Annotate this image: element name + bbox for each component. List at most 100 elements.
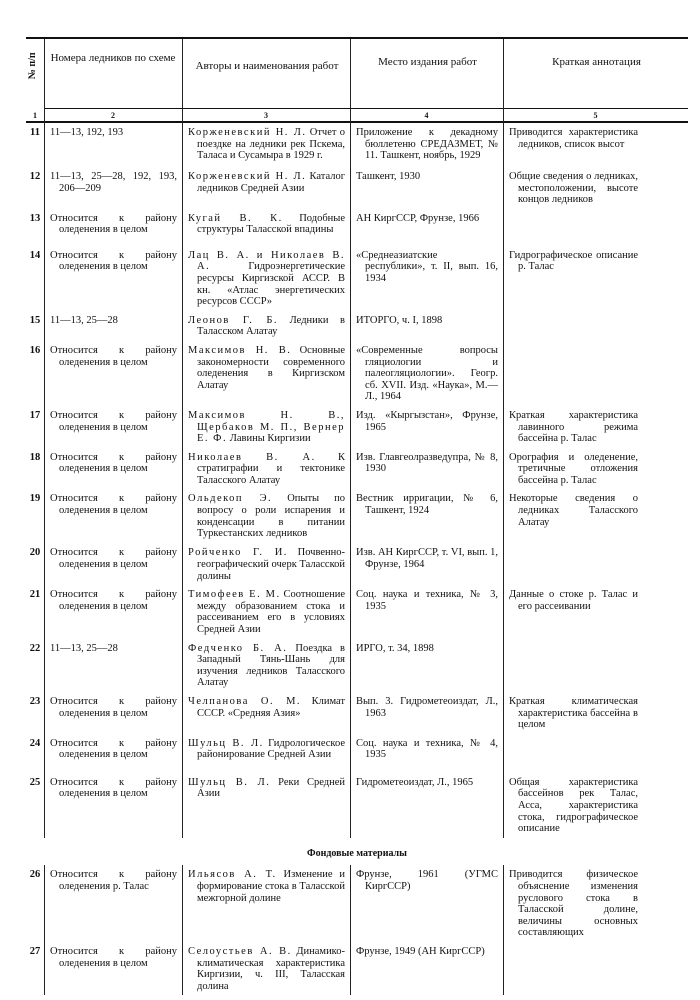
glacier-numbers: Относится к району оледенения в целом [44,405,182,448]
author-work: Ройченко Г. И. Почвенно-географический о… [182,543,350,586]
work-title: Динамико-климатическая характеристика Ки… [197,945,345,992]
row-number: 12 [29,171,41,182]
author-name: Селоустьев А. В. [188,945,292,957]
section-title: Фондовые материалы [307,847,407,859]
glacier-numbers: Относится к району оледенения в целом [44,489,182,544]
row-number: 19 [29,493,41,505]
author-work: Шульц В. Л. Гидрологическое районировани… [182,733,350,773]
annotation [503,340,688,406]
publication-place: Гидрометеоиздат, Л., 1965 [350,772,503,838]
author-name: Ильясов А. Т. [188,869,277,881]
header-number: № п/п [27,52,39,80]
column-number: 5 [593,111,598,120]
row-number: 26 [29,869,41,881]
column-divider [182,39,183,123]
author-work: Челпанова О. М. Климат СССР. «Средняя Аз… [182,692,350,734]
author-name: Шульц В. Л. [188,776,271,788]
publication-place: Вестник ирригации, № 6, Ташкент, 1924 [350,489,503,544]
author-work: Тимофеев Е. М. Соотношение между образов… [182,585,350,639]
author-work: Максимов Н. В., Щербаков М. П., Вернер Е… [182,405,350,448]
author-name: Федченко Б. А. [188,642,288,654]
annotation: Гидрографическое описание р. Талас [503,245,688,311]
annotation: Орография и оледенение, третичные отложе… [503,447,688,490]
author-name: Шульц В. Л. [188,737,264,749]
annotation [503,941,688,996]
table-row: 24 Относится к району оледенения в целом Ш… [26,733,688,773]
annotation: Некоторые сведения о ледниках Таласского… [503,489,688,544]
author-work: Корженевский Н. Л. Каталог ледников Сред… [182,167,350,209]
author-work: Ильясов А. Т. Изменение и формирование с… [182,865,350,942]
column-divider [503,39,504,123]
row-number: 25 [29,776,41,788]
work-title: К стратиграфии и тектонике Таласского Ал… [197,451,345,486]
author-name: Корженевский Н. Л. [188,127,307,138]
row-number: 21 [29,589,41,601]
work-title: Гидрологическое районирование Средней Аз… [197,737,346,761]
table-row: 19 Относится к району оледенения в целом О… [26,489,688,544]
author-name: Челпанова О. М. [188,696,302,707]
work-title: Основные закономерности современного оле… [197,344,345,391]
table-top-rule [26,37,688,39]
publication-place: Приложение к декадному бюллетеню СРЕДАЗМ… [350,123,503,167]
column-divider [350,39,351,123]
work-title: Ледники в Таласском Алатау [197,314,346,338]
author-name: Ройченко Г. И. [188,547,288,559]
publication-place: Фрунзе, 1961 (УГМС КиргССР) [350,865,503,942]
work-title: Реки Средней Азии [197,776,346,800]
table-row: 27 Относится к району оледенения в целом С… [26,941,688,996]
row-number: 18 [29,451,41,463]
author-name: Корженевский Н. Л. [188,171,307,182]
row-number: 15 [29,314,41,326]
publication-place: «Современные вопросы гляциологии и палео… [350,340,503,406]
author-work: Селоустьев А. В. Динамико-климатическая … [182,941,350,996]
table-row: 20 Относится к району оледенения в целом Р… [26,543,688,586]
author-name: Кугай В. К. [188,212,283,224]
glacier-numbers: Относится к району оледенения в целом [44,941,182,996]
author-work: Максимов Н. В. Основные закономерности с… [182,340,350,406]
author-name: Ольдекоп Э. [188,493,273,505]
row-number: 14 [29,249,41,261]
annotation [503,543,688,586]
column-divider [44,39,45,123]
column-number: 3 [264,111,268,120]
publication-place: Соц. наука и техника, № 3, 1935 [350,585,503,639]
annotation: Краткая характеристика лавинного режима … [503,405,688,448]
work-title: Гидроэнергетические ресурсы Киргизской А… [197,261,345,308]
annotation: Данные о стоке р. Талас и его рассеивани… [503,585,688,639]
table-row: 14 Относится к району оледенения в целом Л… [26,245,688,311]
publication-place: Вып. 3. Гидрометеоиздат, Л., 1963 [350,692,503,734]
work-title: Климат СССР. «Средняя Азия» [197,696,345,719]
glacier-numbers: Относится к району оледенения в целом [44,772,182,838]
author-name: Тимофеев Е. М. [188,589,281,601]
row-number: 20 [29,547,41,559]
glacier-numbers: Относится к району оледенения в целом [44,585,182,639]
glacier-numbers: Относится к району оледенения в целом [44,245,182,311]
column-number: 4 [424,111,429,120]
work-title: Почвенно-географический очерк Таласской … [197,547,346,582]
glacier-numbers: 11—13, 25—28 [44,638,182,692]
table-row: 16 Относится к району оледенения в целом М… [26,340,688,406]
row-number: 17 [29,409,41,421]
author-work: Кугай В. К. Подобные структуры Таласской… [182,208,350,246]
author-work: Корженевский Н. Л. Отчет о поездке на ле… [182,123,350,167]
annotation: Краткая климатическая характеристика бас… [503,692,688,734]
work-title: Опыты по вопросу о роли испарения и конд… [197,493,346,540]
header-rule [44,108,688,109]
header-annotation: Краткая аннотация [552,56,641,68]
table-row: 26 Относится к району оледенения р. Талас… [26,865,688,942]
glacier-numbers: Относится к району оледенения в целом [44,692,182,734]
table-row: 25 Относится к району оледенения в целом Ш… [26,772,688,838]
row-number: 23 [29,696,41,707]
work-title: Поездка в Западный Тянь-Шань для изучени… [197,642,345,689]
work-title: Изменение и формирование стока в Таласск… [197,869,345,904]
author-work: Николаев В. А. К стратиграфии и тектоник… [182,447,350,490]
table-row: 13 Относится к району оледенения в целом К… [26,208,688,246]
work-title: Каталог ледников Средней Азии [197,171,346,194]
glacier-numbers: 11—13, 192, 193 [44,123,182,167]
annotation [503,733,688,773]
table-row: 23 Относится к району оледенения в целом Ч… [26,692,688,734]
glacier-numbers: Относится к району оледенения в целом [44,543,182,586]
work-title: Соотношение между образованием стока и р… [197,589,346,636]
column-number-rule [26,121,688,123]
